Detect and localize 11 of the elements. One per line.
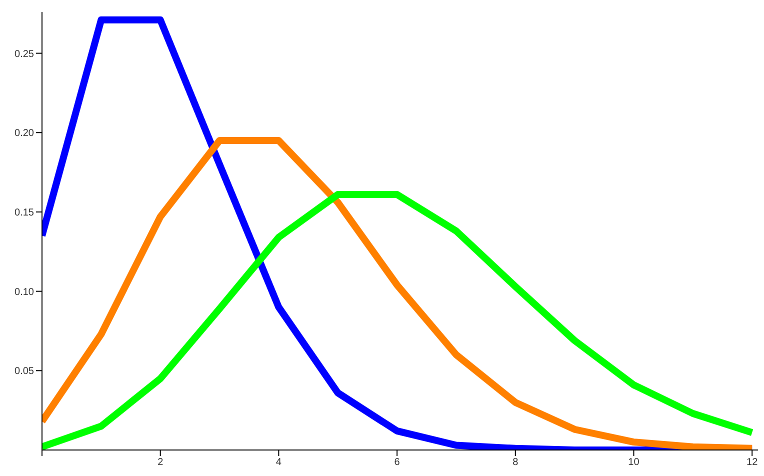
y-tick-label: 0.05 xyxy=(14,366,34,378)
y-tick-label: 0.20 xyxy=(14,128,34,140)
y-tick-label: 0.10 xyxy=(14,286,34,298)
x-tick-label: 12 xyxy=(746,457,758,468)
x-tick-label: 2 xyxy=(158,457,164,468)
x-tick-label: 6 xyxy=(394,457,400,468)
y-tick-label: 0.15 xyxy=(14,208,34,219)
y-tick-label: 0.25 xyxy=(14,48,34,60)
x-tick-label: 10 xyxy=(628,457,640,468)
x-tick-label: 8 xyxy=(512,457,519,468)
x-tick-label: 4 xyxy=(276,457,282,468)
